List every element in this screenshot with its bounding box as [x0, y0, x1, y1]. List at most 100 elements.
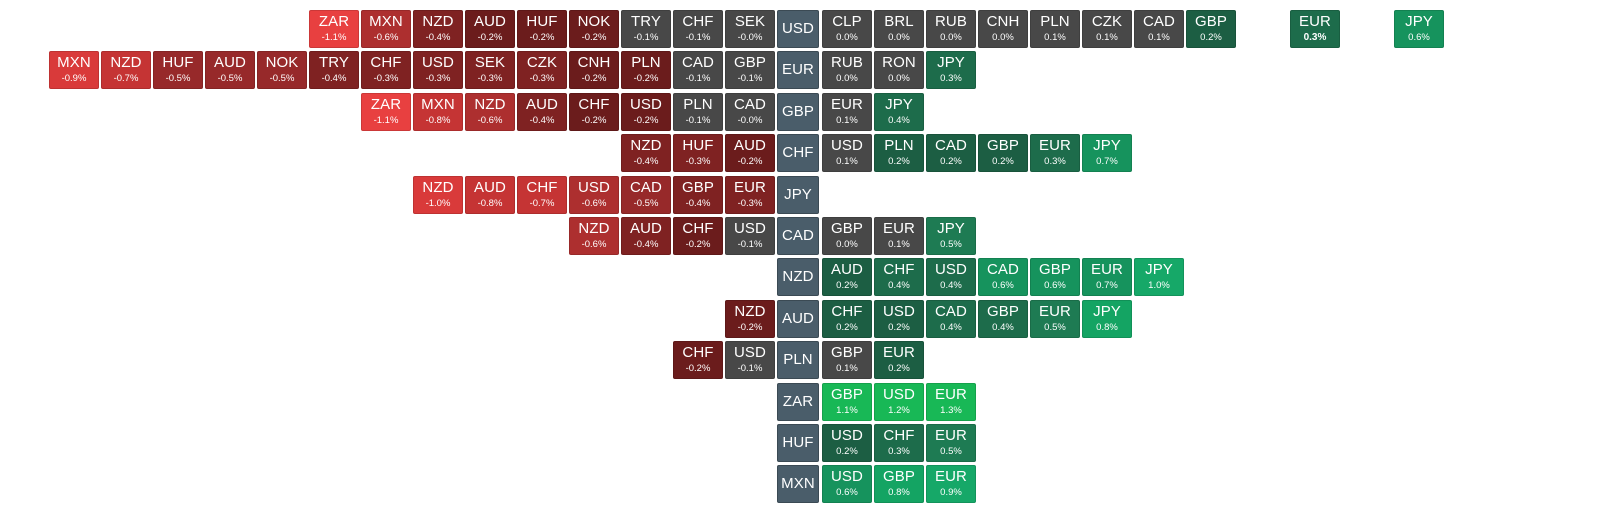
pair-tile-usd-czk[interactable]: CZK 0.1%: [1082, 10, 1132, 48]
pair-tile-mxn-eur[interactable]: EUR 0.9%: [926, 465, 976, 503]
pair-tile-jpy-nzd[interactable]: NZD -1.0%: [413, 176, 463, 214]
pair-tile-usd-brl[interactable]: BRL 0.0%: [874, 10, 924, 48]
pair-tile-eur-nok[interactable]: NOK -0.5%: [257, 51, 307, 89]
pair-tile-chf-pln[interactable]: PLN 0.2%: [874, 134, 924, 172]
pair-tile-gbp-nzd[interactable]: NZD -0.6%: [465, 93, 515, 131]
pair-tile-gbp-usd[interactable]: USD -0.2%: [621, 93, 671, 131]
pair-tile-eur-huf[interactable]: HUF -0.5%: [153, 51, 203, 89]
pair-tile-gbp-pln[interactable]: PLN -0.1%: [673, 93, 723, 131]
pair-tile-jpy-eur[interactable]: EUR -0.3%: [725, 176, 775, 214]
base-currency-mxn[interactable]: MXN: [777, 465, 819, 503]
pair-tile-usd-mxn[interactable]: MXN -0.6%: [361, 10, 411, 48]
base-currency-zar[interactable]: ZAR: [777, 383, 819, 421]
pair-tile-huf-chf[interactable]: CHF 0.3%: [874, 424, 924, 462]
pair-tile-pln-chf[interactable]: CHF -0.2%: [673, 341, 723, 379]
pair-tile-usd-cad[interactable]: CAD 0.1%: [1134, 10, 1184, 48]
pair-tile-eur-try[interactable]: TRY -0.4%: [309, 51, 359, 89]
pair-tile-gbp-cad[interactable]: CAD -0.0%: [725, 93, 775, 131]
base-currency-pln[interactable]: PLN: [777, 341, 819, 379]
pair-tile-cad-chf[interactable]: CHF -0.2%: [673, 217, 723, 255]
pair-tile-usd-pln[interactable]: PLN 0.1%: [1030, 10, 1080, 48]
pair-tile-usd-sek[interactable]: SEK -0.0%: [725, 10, 775, 48]
pair-tile-zar-gbp[interactable]: GBP 1.1%: [822, 383, 872, 421]
pair-tile-eur-czk[interactable]: CZK -0.3%: [517, 51, 567, 89]
base-currency-huf[interactable]: HUF: [777, 424, 819, 462]
base-currency-eur[interactable]: EUR: [777, 51, 819, 89]
pair-tile-zar-eur[interactable]: EUR 1.3%: [926, 383, 976, 421]
pair-tile-nzd-cad[interactable]: CAD 0.6%: [978, 258, 1028, 296]
pair-tile-aud-eur[interactable]: EUR 0.5%: [1030, 300, 1080, 338]
pair-tile-usd-gbp[interactable]: GBP 0.2%: [1186, 10, 1236, 48]
pair-tile-gbp-mxn[interactable]: MXN -0.8%: [413, 93, 463, 131]
pair-tile-cad-gbp[interactable]: GBP 0.0%: [822, 217, 872, 255]
pair-tile-aud-jpy[interactable]: JPY 0.8%: [1082, 300, 1132, 338]
pair-tile-eur-chf[interactable]: CHF -0.3%: [361, 51, 411, 89]
pair-tile-huf-usd[interactable]: USD 0.2%: [822, 424, 872, 462]
pair-tile-eur-pln[interactable]: PLN -0.2%: [621, 51, 671, 89]
pair-tile-eur-mxn[interactable]: MXN -0.9%: [49, 51, 99, 89]
pair-tile-pln-usd[interactable]: USD -0.1%: [725, 341, 775, 379]
pair-tile-pln-gbp[interactable]: GBP 0.1%: [822, 341, 872, 379]
pair-tile-eur-gbp[interactable]: GBP -0.1%: [725, 51, 775, 89]
pair-tile-usd-clp[interactable]: CLP 0.0%: [822, 10, 872, 48]
pair-tile-nzd-gbp[interactable]: GBP 0.6%: [1030, 258, 1080, 296]
pair-tile-usd-try[interactable]: TRY -0.1%: [621, 10, 671, 48]
pair-tile-nzd-aud[interactable]: AUD 0.2%: [822, 258, 872, 296]
pair-tile-usd-chf[interactable]: CHF -0.1%: [673, 10, 723, 48]
base-currency-jpy[interactable]: JPY: [777, 176, 819, 214]
pair-tile-mxn-gbp[interactable]: GBP 0.8%: [874, 465, 924, 503]
pair-tile-gbp-chf[interactable]: CHF -0.2%: [569, 93, 619, 131]
pair-tile-cad-usd[interactable]: USD -0.1%: [725, 217, 775, 255]
pair-tile-mxn-usd[interactable]: USD 0.6%: [822, 465, 872, 503]
pair-tile-aud-chf[interactable]: CHF 0.2%: [822, 300, 872, 338]
pair-tile-nzd-usd[interactable]: USD 0.4%: [926, 258, 976, 296]
base-currency-gbp[interactable]: GBP: [777, 93, 819, 131]
pair-tile-jpy-chf[interactable]: CHF -0.7%: [517, 176, 567, 214]
base-currency-nzd[interactable]: NZD: [777, 258, 819, 296]
pair-tile-gbp-eur[interactable]: EUR 0.1%: [822, 93, 872, 131]
pair-tile-aud-usd[interactable]: USD 0.2%: [874, 300, 924, 338]
base-currency-cad[interactable]: CAD: [777, 217, 819, 255]
pair-tile-gbp-jpy[interactable]: JPY 0.4%: [874, 93, 924, 131]
pair-tile-chf-gbp[interactable]: GBP 0.2%: [978, 134, 1028, 172]
pair-tile-eur-usd[interactable]: USD -0.3%: [413, 51, 463, 89]
pair-tile-usd-cnh[interactable]: CNH 0.0%: [978, 10, 1028, 48]
pair-tile-chf-eur[interactable]: EUR 0.3%: [1030, 134, 1080, 172]
pair-tile-usd-rub[interactable]: RUB 0.0%: [926, 10, 976, 48]
pair-tile-gbp-zar[interactable]: ZAR -1.1%: [361, 93, 411, 131]
pair-tile-eur-aud[interactable]: AUD -0.5%: [205, 51, 255, 89]
pair-tile-cad-nzd[interactable]: NZD -0.6%: [569, 217, 619, 255]
pair-tile-nzd-chf[interactable]: CHF 0.4%: [874, 258, 924, 296]
pair-tile-eur-nzd[interactable]: NZD -0.7%: [101, 51, 151, 89]
base-currency-usd[interactable]: USD: [777, 10, 819, 48]
pair-tile-jpy-aud[interactable]: AUD -0.8%: [465, 176, 515, 214]
pair-tile-zar-usd[interactable]: USD 1.2%: [874, 383, 924, 421]
pair-tile-chf-aud[interactable]: AUD -0.2%: [725, 134, 775, 172]
pair-tile-jpy-cad[interactable]: CAD -0.5%: [621, 176, 671, 214]
pair-tile-chf-cad[interactable]: CAD 0.2%: [926, 134, 976, 172]
pair-tile-cad-eur[interactable]: EUR 0.1%: [874, 217, 924, 255]
pair-tile-usd-nzd[interactable]: NZD -0.4%: [413, 10, 463, 48]
pair-tile-eur-rub[interactable]: RUB 0.0%: [822, 51, 872, 89]
pair-tile-eur-sek[interactable]: SEK -0.3%: [465, 51, 515, 89]
pair-tile-eur-cad[interactable]: CAD -0.1%: [673, 51, 723, 89]
pair-tile-gbp-aud[interactable]: AUD -0.4%: [517, 93, 567, 131]
pair-tile-eur-jpy[interactable]: JPY 0.3%: [926, 51, 976, 89]
pair-tile-chf-usd[interactable]: USD 0.1%: [822, 134, 872, 172]
pair-tile-jpy-gbp[interactable]: GBP -0.4%: [673, 176, 723, 214]
pair-tile-usd-aud[interactable]: AUD -0.2%: [465, 10, 515, 48]
pair-tile-chf-jpy[interactable]: JPY 0.7%: [1082, 134, 1132, 172]
pair-tile-usd-eur[interactable]: EUR 0.3%: [1290, 10, 1340, 48]
pair-tile-aud-nzd[interactable]: NZD -0.2%: [725, 300, 775, 338]
pair-tile-nzd-eur[interactable]: EUR 0.7%: [1082, 258, 1132, 296]
pair-tile-usd-huf[interactable]: HUF -0.2%: [517, 10, 567, 48]
pair-tile-usd-nok[interactable]: NOK -0.2%: [569, 10, 619, 48]
pair-tile-nzd-jpy[interactable]: JPY 1.0%: [1134, 258, 1184, 296]
pair-tile-jpy-usd[interactable]: USD -0.6%: [569, 176, 619, 214]
pair-tile-eur-cnh[interactable]: CNH -0.2%: [569, 51, 619, 89]
pair-tile-eur-ron[interactable]: RON 0.0%: [874, 51, 924, 89]
base-currency-chf[interactable]: CHF: [777, 134, 819, 172]
pair-tile-pln-eur[interactable]: EUR 0.2%: [874, 341, 924, 379]
pair-tile-usd-jpy[interactable]: JPY 0.6%: [1394, 10, 1444, 48]
pair-tile-aud-cad[interactable]: CAD 0.4%: [926, 300, 976, 338]
